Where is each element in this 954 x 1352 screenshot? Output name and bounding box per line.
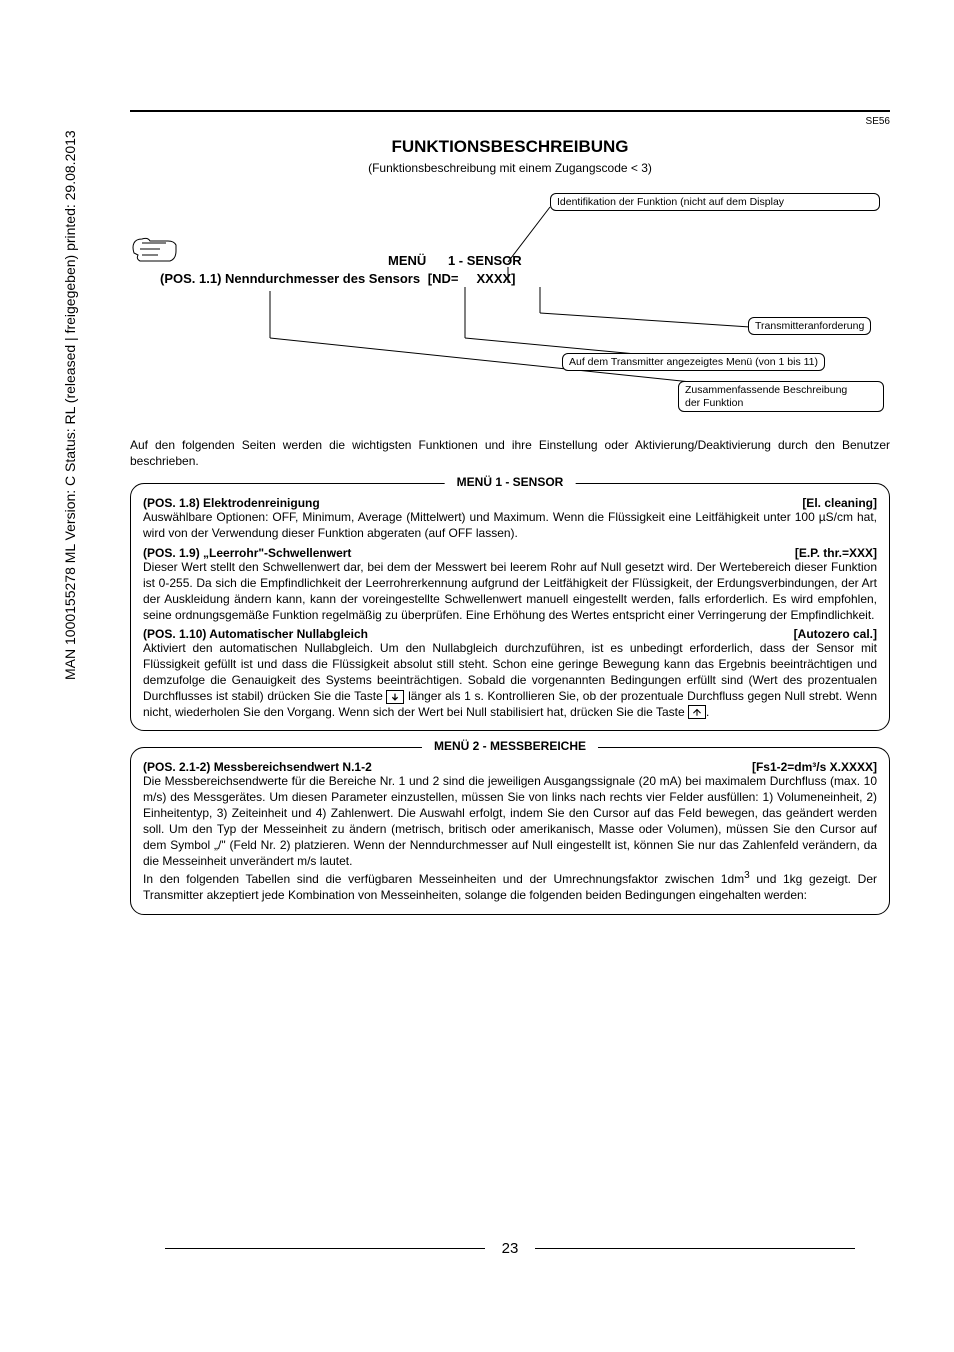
- menu1-item3-row: (POS. 1.10) Automatischer Nullabgleich […: [143, 627, 877, 641]
- menu2-item1-title: (POS. 2.1-2) Messbereichsendwert N.1-2: [143, 760, 372, 774]
- sidebar-print-info: MAN 1000155278 ML Version: C Status: RL …: [62, 130, 78, 680]
- menu2-item1-body1: Die Messbereichsendwerte für die Bereich…: [143, 774, 877, 869]
- menu1-item2-row: (POS. 1.9) „Leerrohr"-Schwellenwert [E.P…: [143, 546, 877, 560]
- pos-line-left: (POS. 1.1) Nenndurchmesser des Sensors: [160, 271, 420, 286]
- menu2-item1-body2: In den folgenden Tabellen sind die verfü…: [143, 869, 877, 904]
- menu-label-text: MENÜ: [388, 253, 426, 268]
- menu1-item1-row: (POS. 1.8) Elektrodenreinigung [El. clea…: [143, 496, 877, 510]
- menu2-body2-pre: In den folgenden Tabellen sind die verfü…: [143, 872, 744, 886]
- pos-line-mid: [ND=: [428, 271, 459, 286]
- menu1-item3-body: Aktiviert den automatischen Nullabgleich…: [143, 641, 877, 720]
- menu2-item1-row: (POS. 2.1-2) Messbereichsendwert N.1-2 […: [143, 760, 877, 774]
- diagram-menu-label: MENÜ 1 - SENSOR: [388, 253, 522, 268]
- menu1-item3-body3: .: [706, 705, 709, 719]
- menu1-item3-tag: [Autozero cal.]: [794, 627, 877, 641]
- page-number: 23: [490, 1240, 531, 1257]
- menu1-section: MENÜ 1 - SENSOR (POS. 1.8) Elektrodenrei…: [130, 483, 890, 731]
- footer-rule-left: [165, 1248, 485, 1249]
- down-arrow-key-icon: [386, 690, 404, 704]
- enter-key-icon: [688, 705, 706, 719]
- menu1-item2-title: (POS. 1.9) „Leerrohr"-Schwellenwert: [143, 546, 351, 560]
- intro-paragraph: Auf den folgenden Seiten werden die wich…: [130, 437, 890, 469]
- doc-code: SE56: [130, 116, 890, 127]
- menu1-item3-title: (POS. 1.10) Automatischer Nullabgleich: [143, 627, 368, 641]
- menu1-header: MENÜ 1 - SENSOR: [445, 475, 576, 489]
- menu-value-text: 1 - SENSOR: [448, 253, 522, 268]
- menu1-item1-body: Auswählbare Optionen: OFF, Minimum, Aver…: [143, 510, 877, 542]
- menu1-item1-tag: [El. cleaning]: [802, 496, 877, 510]
- diagram-pos-line: (POS. 1.1) Nenndurchmesser des Sensors […: [160, 271, 630, 286]
- callout-summary-l2: der Funktion: [685, 397, 743, 409]
- menu1-item2-tag: [E.P. thr.=XXX]: [795, 546, 877, 560]
- menu1-item2-body: Dieser Wert stellt den Schwellenwert dar…: [143, 560, 877, 623]
- callout-summary-l1: Zusammenfassende Beschreibung: [685, 384, 847, 396]
- top-rule: [130, 110, 890, 112]
- page-subtitle: (Funktionsbeschreibung mit einem Zugangs…: [130, 161, 890, 175]
- pos-line-right: XXXX]: [477, 271, 516, 286]
- page-body: SE56 FUNKTIONSBESCHREIBUNG (Funktionsbes…: [130, 110, 890, 931]
- menu2-header: MENÜ 2 - MESSBEREICHE: [422, 739, 598, 753]
- menu1-item1-title: (POS. 1.8) Elektrodenreinigung: [143, 496, 320, 510]
- page-title: FUNKTIONSBESCHREIBUNG: [130, 137, 890, 157]
- menu2-item1-tag: [Fs1-2=dm³/s X.XXXX]: [752, 760, 877, 774]
- callout-menu-range: Auf dem Transmitter angezeigtes Menü (vo…: [562, 353, 825, 371]
- callout-identification: Identifikation der Funktion (nicht auf d…: [550, 193, 880, 211]
- pointing-hand-icon: [130, 233, 180, 267]
- menu2-section: MENÜ 2 - MESSBEREICHE (POS. 2.1-2) Messb…: [130, 747, 890, 915]
- page-footer: 23: [130, 1240, 890, 1258]
- callout-transmitter: Transmitteranforderung: [748, 317, 871, 335]
- function-diagram: Identifikation der Funktion (nicht auf d…: [130, 193, 890, 423]
- callout-summary: Zusammenfassende Beschreibung der Funkti…: [678, 381, 884, 412]
- footer-rule-right: [535, 1248, 855, 1249]
